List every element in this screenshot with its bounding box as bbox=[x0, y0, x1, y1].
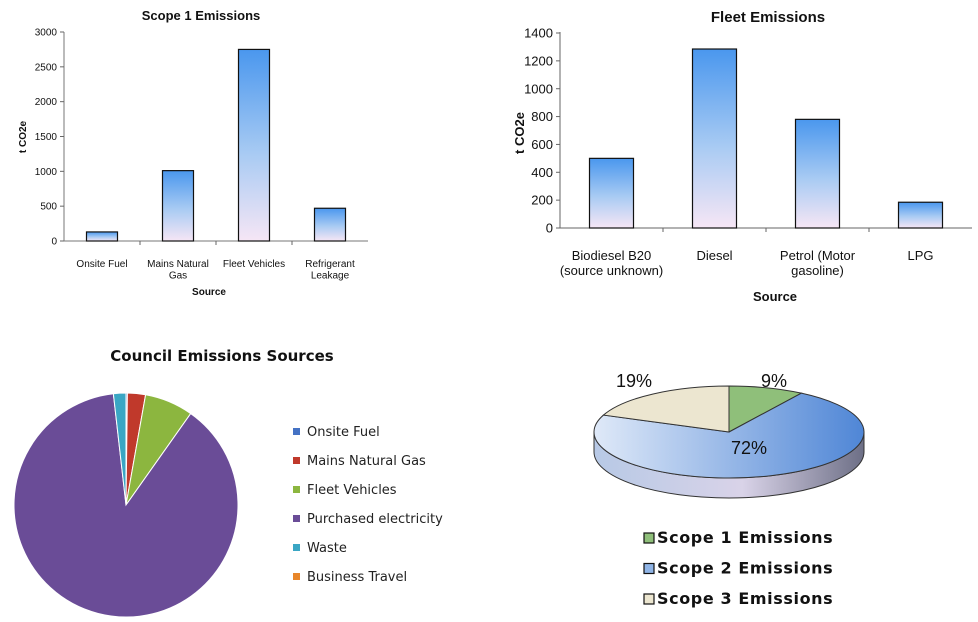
chart1-ytick-label: 500 bbox=[40, 202, 57, 213]
chart3-legend-swatch bbox=[293, 457, 300, 464]
chart1-bar bbox=[85, 231, 119, 242]
chart4-percent-label: 9% bbox=[761, 371, 787, 391]
chart4-legend-swatch bbox=[643, 532, 655, 544]
chart1-title: Scope 1 Emissions bbox=[142, 8, 261, 23]
chart3-slice bbox=[112, 392, 127, 506]
chart3-legend-swatch bbox=[293, 486, 300, 493]
chart3-legend-label: Waste bbox=[307, 541, 347, 556]
chart3-legend-swatch bbox=[293, 428, 300, 435]
chart2-ytick-label: 1200 bbox=[524, 53, 553, 68]
chart1-ytick-label: 1500 bbox=[35, 132, 58, 143]
chart3-title: Council Emissions Sources bbox=[110, 347, 333, 365]
chart1-ytick-label: 3000 bbox=[35, 28, 58, 39]
chart-scope1: Scope 1 Emissions 0 500 1000 1500 2000 2500 30… bbox=[18, 8, 368, 298]
chart4-legend-swatch bbox=[643, 562, 655, 575]
chart4-slice bbox=[593, 392, 865, 479]
chart2-ytick-label: 1000 bbox=[524, 81, 553, 96]
chart1-xtick-label: Onsite Fuel bbox=[76, 259, 127, 270]
chart4-legend-label: Scope 1 Emissions bbox=[657, 528, 833, 547]
chart2-ytick-label: 600 bbox=[531, 137, 553, 152]
chart3-legend-swatch bbox=[293, 544, 300, 551]
chart3-slice bbox=[13, 393, 239, 618]
chart1-xtick-label: Mains Natural Gas bbox=[147, 259, 209, 282]
chart1-bar bbox=[237, 48, 271, 242]
chart1-bar bbox=[161, 170, 195, 242]
chart2-xtick-label: Diesel bbox=[696, 248, 732, 263]
chart4-slice bbox=[602, 385, 730, 433]
chart2-xtick-label: Petrol (Motor gasoline) bbox=[780, 248, 856, 278]
chart2-xtick-label: Biodiesel B20 (source unknown) bbox=[560, 248, 663, 278]
chart2-ytick-label: 1400 bbox=[524, 26, 553, 41]
chart4-legend-label: Scope 3 Emissions bbox=[657, 589, 833, 608]
chart2-xtick-label: LPG bbox=[907, 248, 933, 263]
chart-fleet: Fleet Emissions 0 200 400 600 800 1000 1200 140… bbox=[512, 9, 972, 304]
chart4-legend-label: Scope 2 Emissions bbox=[657, 559, 833, 578]
chart3-legend-swatch bbox=[293, 515, 300, 522]
chart2-bar bbox=[691, 48, 738, 229]
chart3-legend-label: Mains Natural Gas bbox=[307, 454, 426, 469]
chart4-legend-swatch bbox=[643, 593, 655, 605]
chart1-y-axis-label: t CO2e bbox=[18, 120, 29, 153]
chart4-percent-label: 19% bbox=[616, 371, 652, 391]
chart1-xtick-label: Fleet Vehicles bbox=[223, 259, 285, 270]
chart2-ytick-label: 400 bbox=[531, 165, 553, 180]
chart1-ytick-label: 2500 bbox=[35, 62, 58, 73]
chart-council-pie: Council Emissions Sources Onsite Fuel Mai… bbox=[13, 347, 443, 618]
chart2-title: Fleet Emissions bbox=[711, 9, 825, 26]
chart4-percent-label: 72% bbox=[731, 438, 767, 458]
chart1-ytick-label: 0 bbox=[51, 237, 57, 248]
chart1-bar bbox=[313, 207, 347, 242]
chart1-ytick-label: 2000 bbox=[35, 97, 58, 108]
chart3-legend-label: Fleet Vehicles bbox=[307, 483, 397, 498]
chart2-x-axis-label: Source bbox=[753, 289, 797, 304]
chart2-bar bbox=[588, 157, 635, 229]
chart2-y-axis-label: t CO2e bbox=[512, 112, 527, 154]
chart3-legend-label: Business Travel bbox=[307, 570, 407, 585]
chart-scope-pie-3d: 9% 72% 19% Scope 1 Emissions Scope 2 Emissi… bbox=[593, 371, 865, 608]
chart2-bar bbox=[897, 201, 944, 229]
chart3-legend-label: Purchased electricity bbox=[307, 512, 443, 527]
chart2-bar bbox=[794, 118, 841, 229]
chart2-ytick-label: 200 bbox=[531, 193, 553, 208]
chart3-legend-swatch bbox=[293, 573, 300, 580]
chart1-ytick-label: 1000 bbox=[35, 167, 58, 178]
chart2-ytick-label: 0 bbox=[546, 221, 553, 236]
chart3-legend-label: Onsite Fuel bbox=[307, 425, 380, 440]
chart1-x-axis-label: Source bbox=[192, 287, 226, 298]
chart2-ytick-label: 800 bbox=[531, 109, 553, 124]
chart1-xtick-label: Refrigerant Leakage bbox=[305, 259, 355, 282]
